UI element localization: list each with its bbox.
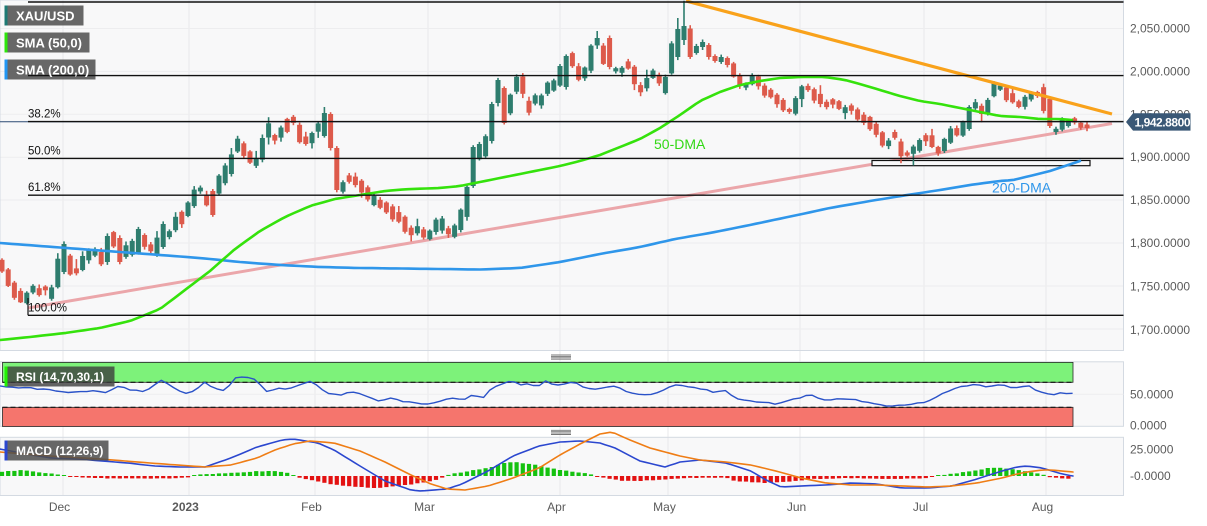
svg-text:25.0000: 25.0000 bbox=[1130, 443, 1174, 457]
svg-text:RSI (14,70,30,1): RSI (14,70,30,1) bbox=[16, 370, 104, 384]
svg-text:Jun: Jun bbox=[787, 500, 806, 514]
svg-text:2023: 2023 bbox=[172, 500, 199, 514]
svg-text:0.0000: 0.0000 bbox=[1130, 419, 1167, 433]
svg-text:1,850.0000: 1,850.0000 bbox=[1130, 193, 1190, 207]
svg-text:1,800.0000: 1,800.0000 bbox=[1130, 236, 1190, 250]
svg-text:-0.0000: -0.0000 bbox=[1130, 469, 1171, 483]
svg-text:May: May bbox=[653, 500, 676, 514]
svg-text:2,050.0000: 2,050.0000 bbox=[1130, 22, 1190, 36]
svg-text:2,000.0000: 2,000.0000 bbox=[1130, 64, 1190, 78]
svg-text:50.0%: 50.0% bbox=[28, 145, 61, 157]
svg-text:Apr: Apr bbox=[547, 500, 566, 514]
svg-text:MACD (12,26,9): MACD (12,26,9) bbox=[16, 444, 103, 458]
svg-text:1,750.0000: 1,750.0000 bbox=[1130, 280, 1190, 294]
svg-text:Jul: Jul bbox=[913, 500, 928, 514]
svg-text:61.8%: 61.8% bbox=[28, 182, 61, 194]
svg-text:Aug: Aug bbox=[1032, 500, 1053, 514]
svg-text:200-DMA: 200-DMA bbox=[992, 180, 1052, 196]
svg-text:Dec: Dec bbox=[49, 500, 70, 514]
svg-text:1,700.0000: 1,700.0000 bbox=[1130, 323, 1190, 337]
svg-text:XAU/USD: XAU/USD bbox=[16, 9, 75, 24]
svg-text:1,900.0000: 1,900.0000 bbox=[1130, 150, 1190, 164]
svg-text:SMA (50,0): SMA (50,0) bbox=[16, 36, 82, 51]
svg-text:1,942.8800: 1,942.8800 bbox=[1135, 116, 1191, 130]
svg-text:Feb: Feb bbox=[301, 500, 322, 514]
svg-text:50.0000: 50.0000 bbox=[1130, 387, 1174, 401]
svg-text:Mar: Mar bbox=[414, 500, 435, 514]
svg-text:38.2%: 38.2% bbox=[28, 109, 61, 121]
svg-text:SMA (200,0): SMA (200,0) bbox=[16, 63, 89, 78]
svg-text:100.0%: 100.0% bbox=[28, 302, 67, 314]
svg-text:50-DMA: 50-DMA bbox=[654, 136, 706, 152]
